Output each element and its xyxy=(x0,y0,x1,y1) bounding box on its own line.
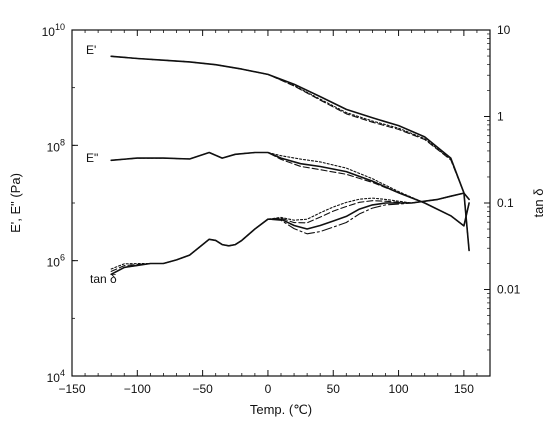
series-line-3-run-1 xyxy=(110,192,470,276)
series-line-2-run-1 xyxy=(110,151,470,227)
y-tick-label: 104 xyxy=(47,368,65,385)
y2-tick-label: 1 xyxy=(497,110,504,124)
x-tick-label: 0 xyxy=(265,382,272,396)
x-axis: −150 −100 −50 0 50 100 150 xyxy=(58,30,478,396)
y-axis-title: E', E" (Pa) xyxy=(8,173,23,233)
y-tick-label: 1010 xyxy=(42,22,65,39)
x-tick-label: 150 xyxy=(454,382,474,396)
y-tick-label: 108 xyxy=(47,137,65,154)
y-tick-label: 106 xyxy=(47,253,65,270)
y2-axis-title: tan δ xyxy=(531,189,546,218)
y2-tick-label: 0.01 xyxy=(497,283,521,297)
series-line-2-run-2 xyxy=(110,151,470,227)
y2-tick-label: 0.1 xyxy=(497,196,514,210)
series-group xyxy=(110,55,470,276)
x-axis-title: Temp. (℃) xyxy=(250,402,312,417)
x-tick-label: 100 xyxy=(389,382,409,396)
series-label-e-double-prime: E" xyxy=(86,151,98,165)
x-tick-label: −150 xyxy=(58,382,85,396)
x-tick-label: −100 xyxy=(124,382,151,396)
series-line-3-run-2 xyxy=(110,192,470,270)
x-tick-label: −50 xyxy=(192,382,213,396)
series-line-1-run-3 xyxy=(110,55,470,252)
series-line-2-run-3 xyxy=(110,151,470,227)
y-axis-right: 0.01 0.1 1 10 xyxy=(484,23,521,351)
series-line-3-run-3 xyxy=(110,192,470,272)
plot-frame xyxy=(71,29,491,377)
y-axis-left: 104 106 108 1010 xyxy=(42,22,78,385)
x-tick-label: 50 xyxy=(327,382,341,396)
y2-tick-label: 10 xyxy=(497,23,511,37)
series-label-e-prime: E' xyxy=(86,43,96,57)
series-line-3-run-4 xyxy=(110,192,470,275)
series-label-tan-delta: tan δ xyxy=(90,272,117,286)
